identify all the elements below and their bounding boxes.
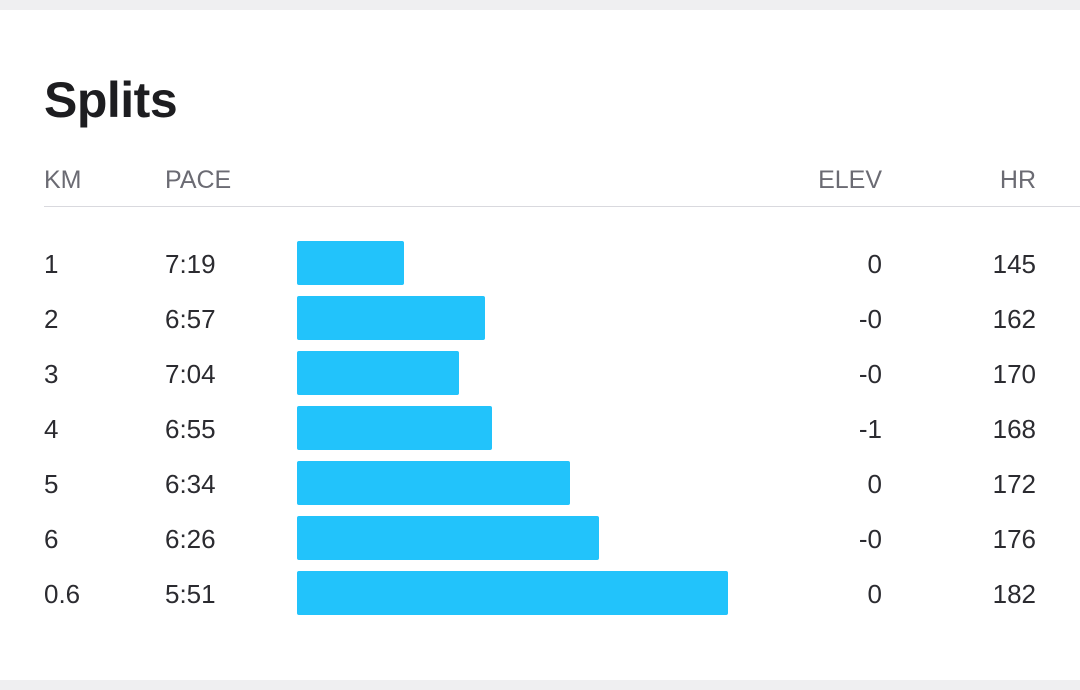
split-hr: 170	[992, 359, 1036, 389]
pace-bar	[297, 516, 599, 560]
split-hr: 168	[992, 414, 1036, 444]
split-row[interactable]: 3 7:04 -0 170	[0, 349, 1080, 404]
split-elev: -0	[858, 359, 882, 389]
split-row[interactable]: 4 6:55 -1 168	[0, 404, 1080, 459]
split-elev: 0	[867, 469, 882, 499]
pace-bar	[297, 351, 459, 395]
split-elev: -0	[858, 304, 882, 334]
split-km: 0.6	[44, 579, 81, 609]
split-pace: 6:26	[165, 524, 216, 554]
column-header-elev: ELEV	[818, 166, 882, 194]
split-pace: 6:55	[165, 414, 216, 444]
pace-bar	[297, 571, 728, 615]
split-pace: 7:19	[165, 249, 216, 279]
split-km: 3	[44, 359, 59, 389]
pace-bar	[297, 241, 404, 285]
column-header-pace: PACE	[165, 166, 232, 194]
split-pace: 6:34	[165, 469, 216, 499]
split-km: 6	[44, 524, 59, 554]
splits-card: Splits KM PACE ELEV HR 1 7:19 0 145 2 6:…	[0, 10, 1080, 680]
split-hr: 172	[992, 469, 1036, 499]
column-header-km: KM	[44, 166, 82, 194]
split-row[interactable]: 2 6:57 -0 162	[0, 294, 1080, 349]
split-pace: 7:04	[165, 359, 216, 389]
split-pace: 5:51	[165, 579, 216, 609]
splits-list: 1 7:19 0 145 2 6:57 -0 162 3 7:04 -0 170…	[0, 239, 1080, 624]
split-elev: 0	[867, 249, 882, 279]
split-elev: -0	[858, 524, 882, 554]
header-divider	[44, 206, 1080, 207]
column-header-hr: HR	[999, 166, 1036, 194]
pace-bar	[297, 461, 570, 505]
splits-title: Splits	[44, 72, 178, 128]
pace-bar	[297, 296, 485, 340]
split-km: 4	[44, 414, 59, 444]
split-hr: 162	[992, 304, 1036, 334]
split-hr: 145	[992, 249, 1036, 279]
split-elev: -1	[858, 414, 882, 444]
split-row[interactable]: 5 6:34 0 172	[0, 459, 1080, 514]
split-row[interactable]: 6 6:26 -0 176	[0, 514, 1080, 569]
split-km: 5	[44, 469, 59, 499]
pace-bar	[297, 406, 492, 450]
split-row[interactable]: 1 7:19 0 145	[0, 239, 1080, 294]
split-km: 1	[44, 249, 59, 279]
split-hr: 182	[992, 579, 1036, 609]
split-elev: 0	[867, 579, 882, 609]
split-pace: 6:57	[165, 304, 216, 334]
split-row[interactable]: 0.6 5:51 0 182	[0, 569, 1080, 624]
split-km: 2	[44, 304, 59, 334]
split-hr: 176	[992, 524, 1036, 554]
